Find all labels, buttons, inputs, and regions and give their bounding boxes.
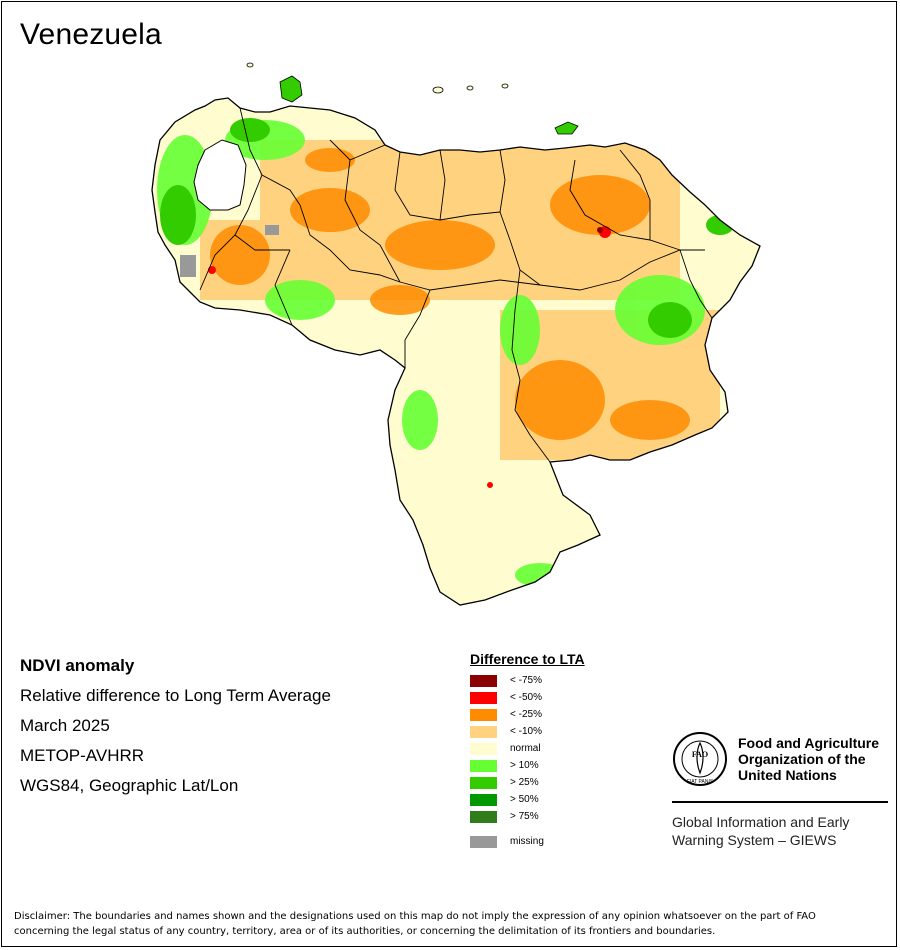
legend-swatch: [470, 708, 497, 721]
legend-label: < -50%: [510, 692, 542, 703]
legend-label: missing: [510, 836, 544, 847]
legend-swatch: [470, 810, 497, 823]
below-25-patches: [210, 148, 690, 440]
giews-line2: Warning System – GIEWS: [672, 832, 837, 848]
disclaimer: Disclaimer: The boundaries and names sho…: [14, 909, 886, 939]
legend-swatch: [470, 835, 497, 848]
legend-item: > 25%: [470, 774, 585, 791]
legend-label: > 25%: [510, 777, 539, 788]
legend-title: Difference to LTA: [470, 651, 585, 667]
svg-text:FAO: FAO: [692, 750, 708, 759]
fao-name: Food and Agriculture Organization of the…: [738, 735, 888, 783]
info-sensor: METOP-AVHRR: [20, 746, 145, 765]
legend-item: < -75%: [470, 672, 585, 689]
info-date: March 2025: [20, 716, 110, 735]
legend-item: < -25%: [470, 706, 585, 723]
legend-label: normal: [510, 743, 541, 754]
fao-logo-icon: FAO FIAT PANIS: [673, 732, 727, 786]
missing-patches: [180, 225, 279, 277]
info-product: NDVI anomaly: [20, 656, 135, 675]
legend-label: > 50%: [510, 794, 539, 805]
disclaimer-line1: Disclaimer: The boundaries and names sho…: [14, 911, 816, 922]
map-title: Venezuela: [20, 18, 162, 51]
svg-text:FIAT PANIS: FIAT PANIS: [687, 779, 714, 785]
legend-item: > 50%: [470, 791, 585, 808]
legend-item: normal: [470, 740, 585, 757]
below-75-patches: [597, 227, 603, 233]
giews-line1: Global Information and Early: [672, 814, 850, 830]
legend-item: > 10%: [470, 757, 585, 774]
info-projection: WGS84, Geographic Lat/Lon: [20, 776, 239, 795]
legend-item: > 75%: [470, 808, 585, 825]
fao-name-line2: Organization of the: [738, 751, 866, 767]
state-boundaries: [199, 107, 713, 463]
legend-label: < -75%: [510, 675, 542, 686]
legend-item: < -50%: [470, 689, 585, 706]
info-description: Relative difference to Long Term Average: [20, 686, 331, 705]
legend-swatch: [470, 776, 497, 789]
legend-label: < -10%: [510, 726, 542, 737]
map-info: NDVI anomaly Relative difference to Long…: [20, 656, 331, 806]
legend-swatch: [470, 742, 497, 755]
country-map: [151, 62, 761, 606]
legend-swatch: [470, 793, 497, 806]
legend-label: > 10%: [510, 760, 539, 771]
legend-items: < -75% < -50% < -25% < -10% normal > 10% > 25%…: [470, 672, 585, 850]
giews-name: Global Information and Early Warning Sys…: [672, 813, 849, 849]
legend-swatch: [470, 725, 497, 738]
legend-swatch: [470, 759, 497, 772]
legend-label: > 75%: [510, 811, 539, 822]
legend-swatch: [470, 691, 497, 704]
fao-divider: [672, 801, 888, 803]
legend: Difference to LTA < -75% < -50% < -25% < -1…: [470, 651, 585, 850]
legend-item: missing: [470, 833, 585, 850]
legend-swatch: [470, 674, 497, 687]
fao-name-line1: Food and Agriculture: [738, 735, 880, 751]
legend-item: < -10%: [470, 723, 585, 740]
above-25-patches: [160, 118, 734, 338]
fao-name-line3: United Nations: [738, 767, 837, 783]
lake-maracaibo: [193, 139, 247, 211]
disclaimer-line2: concerning the legal status of any count…: [14, 926, 716, 937]
legend-label: < -25%: [510, 709, 542, 720]
islands: [246, 62, 579, 135]
